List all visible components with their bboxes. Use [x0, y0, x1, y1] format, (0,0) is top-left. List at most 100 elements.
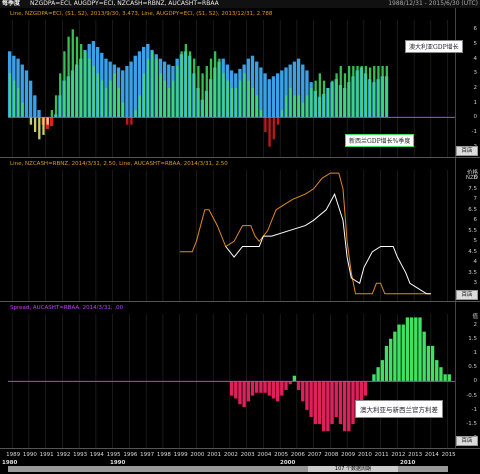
time-scrollbar[interactable]: 107 个数据周期: [8, 466, 448, 472]
spread-bar-chart: [8, 314, 456, 448]
nz-gdp-bar: [356, 66, 359, 118]
au-gdp-bar: [24, 70, 29, 118]
spread-panel[interactable]: Spread, AUCASHT=RBAA, 2014/3/31, .00 2 1.…: [0, 302, 480, 448]
spread-bar: [284, 381, 288, 390]
gdp-legend: Line, NZGDPA=ECI, (S1, S2), 2013/9/30, 3…: [10, 11, 273, 17]
panel2-button[interactable]: 百店: [456, 290, 478, 300]
nz-gdp-bar: [33, 117, 37, 132]
nz-gdp-bar: [197, 66, 200, 118]
nz-gdp-bar: [272, 117, 275, 140]
spread-bar: [355, 381, 359, 417]
x-tick-label: 2003: [240, 452, 255, 458]
spread-bar: [267, 381, 271, 396]
nz-gdp-bar: [130, 117, 133, 125]
au-gdp-bar: [267, 79, 271, 118]
spread-bar: [326, 381, 330, 432]
nz-gdp-bar: [63, 51, 66, 118]
spread-bar: [359, 381, 364, 410]
y-tick-label: -1: [471, 406, 477, 413]
au-gdp-bar: [271, 76, 276, 118]
spread-y-axis: 21.510.50-0.5-1-1.5-2: [455, 302, 480, 448]
au-gdp-bar: [33, 95, 37, 118]
spread-bar: [435, 360, 439, 382]
y-tick-label: 8: [473, 175, 478, 182]
x-decade-label: 1990: [110, 460, 126, 466]
nz-gdp-bar: [285, 95, 288, 118]
y-tick-label: -1.5: [466, 421, 477, 428]
nz-gdp-bar: [121, 102, 125, 118]
nz-gdp-bar: [339, 66, 342, 118]
scroll-thumb[interactable]: 107 个数据周期: [308, 466, 398, 472]
y-tick-label: 0.5: [468, 364, 477, 371]
y-tick-label: 6.5: [468, 206, 477, 213]
x-tick-label: 1996: [123, 452, 138, 458]
nz-gdp-bar: [385, 66, 388, 118]
y-tick-label: 1: [473, 349, 478, 356]
nz-gdp-bar: [297, 95, 301, 118]
au-gdp-bar: [125, 66, 129, 118]
nz-gdp-bar: [293, 95, 296, 118]
spread-bar: [288, 381, 292, 385]
spread-bar: [342, 381, 347, 432]
panel3-button[interactable]: 百店: [456, 436, 478, 446]
au-gdp-bar: [259, 67, 263, 118]
au-gdp-bar: [28, 80, 33, 118]
nz-gdp-bar: [218, 58, 221, 118]
nz-gdp-bar: [251, 88, 254, 118]
nz-gdp-bar: [268, 117, 271, 147]
nz-gdp-bar: [67, 36, 70, 118]
series-list: NZGDPA=ECI, AUGDPY=ECI, NZCASH=RBNZ, AUC…: [30, 0, 219, 7]
nz-gdp-bar: [280, 110, 284, 118]
gdp-panel[interactable]: Line, NZGDPA=ECI, (S1, S2), 2013/9/30, 3…: [0, 8, 480, 158]
x-decade-label: 1980: [2, 460, 18, 466]
title-bar: 每季度 NZGDPA=ECI, AUGDPY=ECI, NZCASH=RBNZ,…: [0, 0, 480, 8]
nz-gdp-bar: [38, 117, 41, 140]
spread-bar: [430, 345, 435, 382]
y-tick-label: -1: [471, 129, 477, 135]
nz-gdp-bar: [201, 73, 204, 118]
nz-gdp-bar: [226, 80, 229, 118]
nz-gdp-bar: [42, 117, 45, 135]
nz-gdp-bar: [276, 117, 280, 125]
nz-gdp-bar: [377, 66, 380, 118]
cash-rate-panel[interactable]: Line, NZCASH=RBNZ, 2014/3/31, 2.50, Line…: [0, 158, 480, 302]
nz-gdp-bar: [230, 88, 234, 118]
x-tick-label: 2014: [424, 452, 439, 458]
price-axis-unit: NZD: [465, 175, 478, 181]
au-gdp-bar: [129, 61, 133, 118]
x-tick-label: 2004: [257, 452, 272, 458]
nz-gdp-bar: [368, 67, 372, 118]
panel1-button[interactable]: 百店: [456, 146, 478, 156]
nz-cash-rate-line: [179, 172, 431, 295]
x-tick-label: 2010: [357, 452, 372, 458]
nz-gdp-bar: [172, 80, 175, 118]
nz-gdp-bar: [205, 66, 208, 118]
au-gdp-bar: [121, 70, 125, 118]
x-tick-label: 2011: [374, 452, 389, 458]
nz-gdp-bar: [352, 66, 355, 118]
nz-gdp-bar: [167, 88, 171, 118]
nz-gdp-bar: [247, 80, 250, 118]
spread-bar: [384, 345, 389, 382]
time-axis[interactable]: 107 个数据周期 1989 1990 1991 1992 1993 1994 1995 19…: [0, 448, 480, 474]
nz-gdp-bar: [234, 88, 238, 118]
y-tick-label: 4: [473, 55, 478, 62]
x-tick-label: 2002: [223, 452, 238, 458]
nz-gdp-bar: [163, 80, 167, 118]
x-tick-label: 1997: [140, 452, 155, 458]
value-axis-title: 值: [472, 314, 478, 320]
nz-gdp-bar: [159, 73, 162, 118]
au-gdp-bar: [263, 73, 267, 118]
nz-gdp-bar: [347, 66, 351, 118]
y-tick-label: 4: [473, 259, 478, 266]
nz-gdp-bar: [360, 66, 363, 118]
spread-bar: [309, 381, 313, 417]
x-tick-label: 1999: [173, 452, 188, 458]
nz-gdp-bar: [100, 80, 104, 118]
spread-bar: [334, 381, 338, 417]
nz-gdp-bar: [306, 95, 309, 118]
y-tick-label: 1: [473, 99, 478, 106]
nz-gdp-bar: [84, 51, 87, 118]
x-tick-label: 2005: [274, 452, 289, 458]
spread-bar: [405, 317, 410, 382]
